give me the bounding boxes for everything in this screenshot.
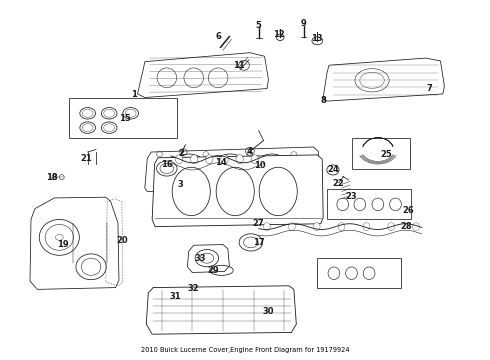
Ellipse shape	[236, 155, 244, 164]
Text: 18: 18	[46, 173, 58, 182]
Text: 26: 26	[403, 206, 415, 215]
Text: 4: 4	[247, 147, 253, 156]
Text: 15: 15	[120, 114, 131, 123]
Text: 12: 12	[273, 30, 285, 39]
Text: 11: 11	[233, 61, 245, 70]
Ellipse shape	[206, 155, 213, 164]
Polygon shape	[30, 197, 119, 289]
Text: 5: 5	[256, 21, 262, 30]
Text: 28: 28	[400, 222, 412, 231]
Polygon shape	[323, 58, 444, 101]
Ellipse shape	[355, 69, 389, 92]
Ellipse shape	[289, 223, 295, 230]
Text: 9: 9	[301, 19, 307, 28]
Text: 19: 19	[57, 240, 69, 249]
Text: 23: 23	[346, 192, 357, 201]
Ellipse shape	[413, 223, 419, 230]
Text: 6: 6	[215, 32, 221, 41]
Ellipse shape	[264, 223, 270, 230]
Ellipse shape	[221, 155, 228, 164]
Ellipse shape	[276, 34, 284, 41]
Text: 27: 27	[253, 219, 265, 228]
Bar	[318, 258, 401, 288]
Polygon shape	[187, 244, 229, 273]
Ellipse shape	[313, 223, 320, 230]
Text: 30: 30	[263, 307, 274, 316]
Text: 2010 Buick Lucerne Cover,Engine Front Diagram for 19179924: 2010 Buick Lucerne Cover,Engine Front Di…	[141, 347, 349, 353]
Polygon shape	[138, 53, 269, 98]
Ellipse shape	[251, 155, 258, 164]
Text: 16: 16	[161, 160, 172, 169]
Ellipse shape	[388, 223, 394, 230]
Bar	[69, 98, 176, 138]
Text: 14: 14	[215, 158, 226, 167]
Text: 32: 32	[188, 284, 199, 293]
Text: 17: 17	[253, 238, 265, 247]
Text: 24: 24	[327, 166, 339, 175]
Text: 20: 20	[116, 237, 128, 246]
Ellipse shape	[338, 223, 345, 230]
Text: 31: 31	[170, 292, 181, 301]
Text: 10: 10	[254, 161, 266, 170]
Text: 2: 2	[178, 149, 184, 158]
Bar	[351, 138, 410, 169]
Bar	[327, 189, 411, 219]
Text: 21: 21	[80, 154, 92, 163]
Text: 22: 22	[332, 179, 343, 188]
Polygon shape	[147, 286, 296, 334]
Text: 25: 25	[381, 150, 392, 159]
Ellipse shape	[363, 223, 370, 230]
Ellipse shape	[175, 155, 183, 164]
Text: 7: 7	[427, 84, 433, 93]
Polygon shape	[145, 147, 319, 192]
Ellipse shape	[191, 155, 198, 164]
Text: 29: 29	[207, 266, 219, 275]
Text: 8: 8	[320, 96, 326, 105]
Text: 13: 13	[312, 34, 323, 43]
Text: 3: 3	[178, 180, 183, 189]
Polygon shape	[152, 155, 323, 226]
Text: 33: 33	[195, 255, 206, 264]
Text: 1: 1	[131, 90, 137, 99]
